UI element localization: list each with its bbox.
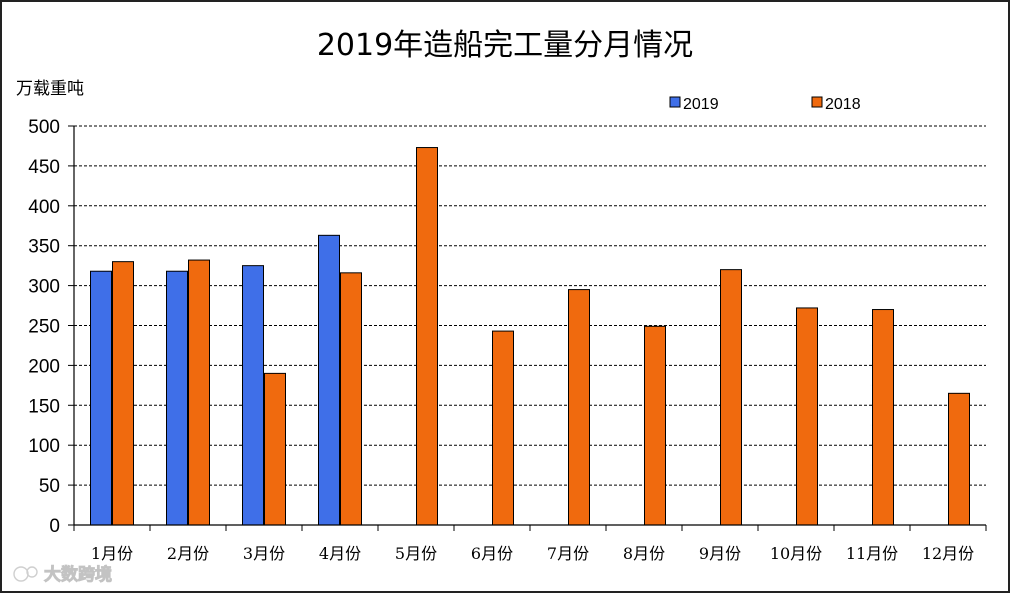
bar-2018-3 bbox=[264, 372, 286, 526]
axes bbox=[73, 126, 987, 531]
legend-swatch-2018 bbox=[811, 96, 823, 108]
bar-2018-8 bbox=[644, 325, 666, 526]
y-tick-label-150: 150 bbox=[28, 396, 60, 417]
bar-2018-10 bbox=[796, 307, 818, 526]
bar-2018-12 bbox=[948, 392, 970, 526]
x-tick-label-12: 12月份 bbox=[922, 544, 974, 563]
legend-label-2019: 2019 bbox=[683, 96, 719, 113]
x-tick-label-5: 5月份 bbox=[395, 544, 437, 563]
y-tick-label-400: 400 bbox=[28, 197, 60, 218]
x-tick-label-2: 2月份 bbox=[167, 544, 209, 563]
x-tick-label-3: 3月份 bbox=[243, 544, 285, 563]
watermark-text: 大数跨境 bbox=[44, 564, 112, 585]
chart-title: 2019年造船完工量分月情况 bbox=[317, 28, 693, 63]
y-tick-label-500: 500 bbox=[28, 117, 60, 138]
bar-2018-9 bbox=[720, 269, 742, 526]
y-axis-unit-label: 万载重吨 bbox=[16, 79, 84, 99]
y-tick-label-450: 450 bbox=[28, 157, 60, 178]
x-tick-label-4: 4月份 bbox=[319, 544, 361, 563]
y-tick-label-300: 300 bbox=[28, 277, 60, 298]
y-tick-label-350: 350 bbox=[28, 237, 60, 258]
bar-2018-7 bbox=[568, 289, 590, 526]
bar-2019-2 bbox=[166, 270, 188, 526]
y-tick-label-250: 250 bbox=[28, 317, 60, 338]
x-tick-label-7: 7月份 bbox=[547, 544, 589, 563]
x-tick-label-8: 8月份 bbox=[623, 544, 665, 563]
y-tick-label-200: 200 bbox=[28, 356, 60, 377]
y-tick-label-0: 0 bbox=[49, 516, 60, 537]
bar-2018-1 bbox=[112, 261, 134, 526]
x-tick-label-9: 9月份 bbox=[699, 544, 741, 563]
y-tick-labels: 0 50 100 150 200 250 300 350 400 450 500 bbox=[28, 117, 60, 537]
bar-2019-4 bbox=[318, 234, 340, 526]
bar-2018-4 bbox=[340, 272, 362, 526]
legend-swatch-2019 bbox=[669, 96, 681, 108]
bar-2019-1 bbox=[90, 270, 112, 526]
y-tick-label-50: 50 bbox=[39, 476, 60, 497]
watermark-logo: 大数跨境 bbox=[13, 564, 112, 585]
x-tick-labels: 1月份 2月份 3月份 4月份 5月份 6月份 7月份 8月份 9月份 10月份 11月份 12月份 bbox=[91, 544, 974, 563]
bar-2019-3 bbox=[242, 265, 264, 526]
x-tick-label-11: 11月份 bbox=[846, 544, 898, 563]
grid-lines bbox=[68, 125, 986, 526]
x-tick-label-10: 10月份 bbox=[770, 544, 822, 563]
bar-2018-6 bbox=[492, 330, 514, 526]
bar-2018-5 bbox=[416, 147, 438, 526]
x-tick-label-6: 6月份 bbox=[471, 544, 513, 563]
bars bbox=[90, 147, 970, 526]
bar-2018-11 bbox=[872, 309, 894, 526]
legend-label-2018: 2018 bbox=[825, 96, 861, 113]
bar-2018-2 bbox=[188, 259, 210, 526]
legend: 2019 2018 bbox=[669, 96, 861, 113]
x-tick-label-1: 1月份 bbox=[91, 544, 133, 563]
y-tick-label-100: 100 bbox=[28, 436, 60, 457]
